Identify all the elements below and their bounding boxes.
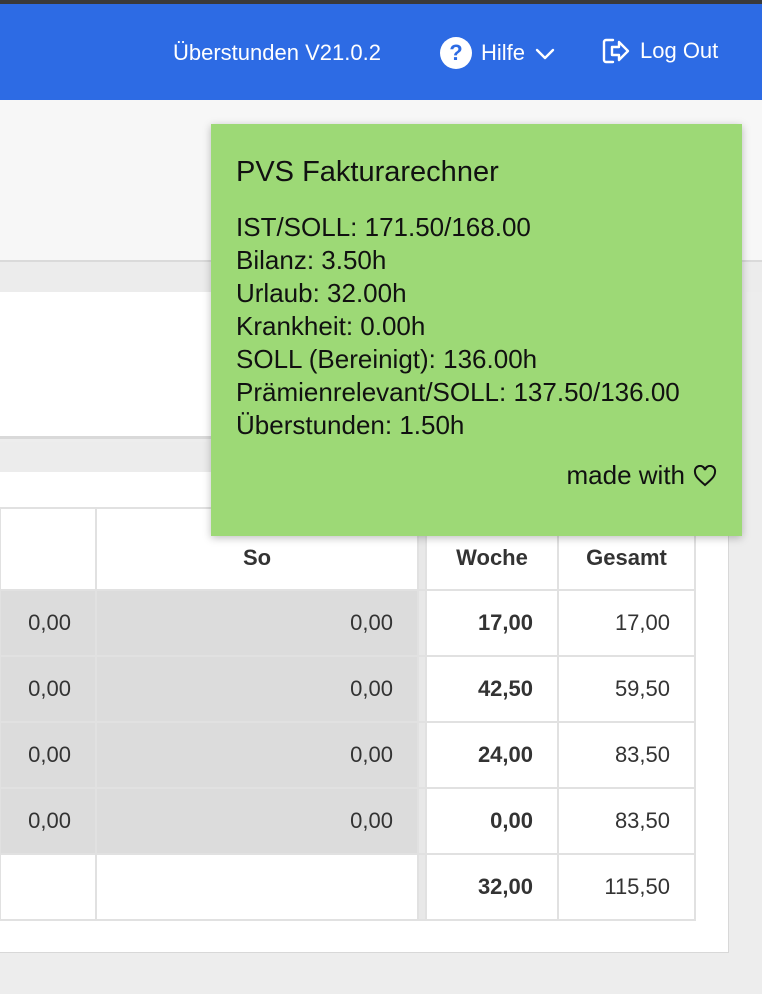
tooltip-ueberstunden: Überstunden: 1.50h xyxy=(236,410,465,440)
help-dropdown[interactable]: ? Hilfe xyxy=(440,37,555,69)
table-row: 0,00 0,00 24,00 83,50 xyxy=(0,721,696,789)
tooltip-title: PVS Fakturarechner xyxy=(236,156,499,188)
column-separator xyxy=(417,787,427,855)
table-cell-total: 17,00 xyxy=(557,589,696,657)
calculator-tooltip: PVS Fakturarechner IST/SOLL: 171.50/168.… xyxy=(211,124,742,536)
table-cell: 0,00 xyxy=(0,655,97,723)
column-separator xyxy=(417,853,427,921)
column-separator xyxy=(417,721,427,789)
tooltip-urlaub: Urlaub: 32.00h xyxy=(236,278,407,308)
table-cell-sunday: 0,00 xyxy=(95,787,419,855)
column-separator xyxy=(417,655,427,723)
table-row: 0,00 0,00 42,50 59,50 xyxy=(0,655,696,723)
table-cell-sunday: 0,00 xyxy=(95,589,419,657)
table-cell-week: 17,00 xyxy=(425,589,559,657)
tooltip-footer: made with xyxy=(567,460,718,491)
chevron-down-icon xyxy=(535,48,555,60)
app-version: Überstunden V21.0.2 xyxy=(173,40,381,65)
table-cell-sunday: 0,00 xyxy=(95,655,419,723)
hours-table: So Woche Gesamt 0,00 0,00 17,00 17,00 0,… xyxy=(0,507,696,921)
table-cell-sunday: 0,00 xyxy=(95,721,419,789)
table-cell-total: 83,50 xyxy=(557,787,696,855)
table-row: 32,00 115,50 xyxy=(0,853,696,921)
table-cell: 0,00 xyxy=(0,589,97,657)
heart-icon xyxy=(693,464,717,486)
table-cell-week: 0,00 xyxy=(425,787,559,855)
tooltip-soll-bereinigt: SOLL (Bereinigt): 136.00h xyxy=(236,344,538,374)
made-with-label: made with xyxy=(566,460,686,490)
tooltip-ist-soll: IST/SOLL: 171.50/168.00 xyxy=(236,212,531,242)
logout-icon xyxy=(602,38,630,64)
table-row: 0,00 0,00 17,00 17,00 xyxy=(0,589,696,657)
table-cell-week: 24,00 xyxy=(425,721,559,789)
table-cell-week: 42,50 xyxy=(425,655,559,723)
table-cell: 0,00 xyxy=(0,787,97,855)
logout-label: Log Out xyxy=(640,38,719,63)
column-header xyxy=(0,507,97,591)
table-cell-sunday xyxy=(95,853,419,921)
logout-button[interactable]: Log Out xyxy=(600,35,718,67)
column-separator xyxy=(417,589,427,657)
table-cell-total: 59,50 xyxy=(557,655,696,723)
table-cell: 0,00 xyxy=(0,721,97,789)
window-top-edge xyxy=(0,0,762,4)
table-cell-total: 115,50 xyxy=(557,853,696,921)
table-cell xyxy=(0,853,97,921)
tooltip-krankheit: Krankheit: 0.00h xyxy=(236,311,426,341)
table-row: 0,00 0,00 0,00 83,50 xyxy=(0,787,696,855)
table-cell-total: 83,50 xyxy=(557,721,696,789)
tooltip-bilanz: Bilanz: 3.50h xyxy=(236,245,387,275)
navbar: Überstunden V21.0.2 ? Hilfe Log Out xyxy=(0,4,762,100)
help-icon: ? xyxy=(440,37,472,69)
help-label: Hilfe xyxy=(481,40,526,65)
tooltip-praemienrelevant: Prämienrelevant/SOLL: 137.50/136.00 xyxy=(236,377,680,407)
table-cell-week: 32,00 xyxy=(425,853,559,921)
